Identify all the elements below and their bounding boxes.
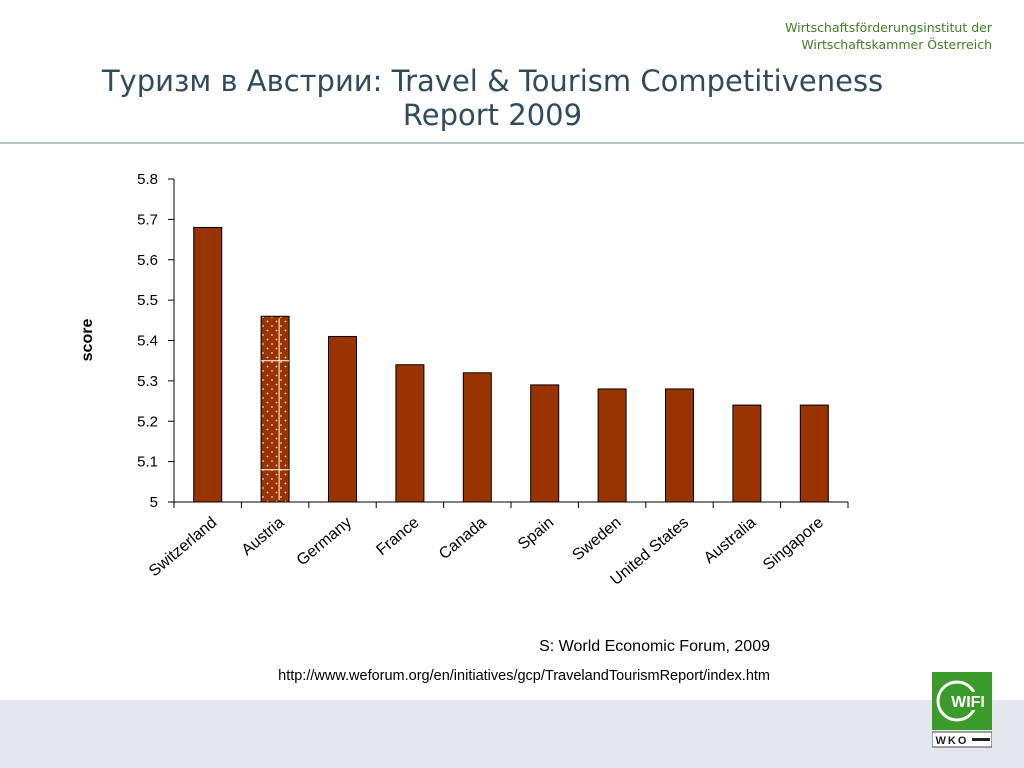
x-tick-label: France [373, 514, 422, 559]
organization-name-line1: Wirtschaftsförderungsinstitut der [785, 20, 992, 35]
bar-canada [462, 372, 492, 503]
bar-australia [732, 404, 762, 503]
organization-name-line2: Wirtschaftskammer Österreich [801, 37, 992, 52]
y-tick-label: 5.1 [137, 454, 158, 471]
y-tick-label: 5.5 [137, 292, 158, 309]
y-tick-label: 5.3 [137, 373, 158, 390]
bar-switzerland [193, 226, 223, 503]
y-axis: 5 5.1 5.2 5.3 5.4 5.5 5.6 5.7 5.8 [137, 171, 175, 511]
y-tick-label: 5.8 [137, 171, 158, 188]
logo-subtext: WKO [936, 735, 969, 747]
x-tick-label: Spain [515, 514, 557, 553]
bar-united-states [665, 388, 694, 503]
y-tick-label: 5 [150, 494, 158, 511]
bars [193, 226, 829, 503]
page-title: Туризм в Австрии: Travel & Tourism Compe… [40, 64, 945, 132]
bar-sweden [597, 388, 627, 503]
wifi-logo: WIFI WKO [932, 672, 992, 748]
y-tick-label: 5.7 [137, 211, 158, 228]
x-tick-label: Singapore [760, 514, 827, 574]
page-title-line1: Туризм в Австрии: Travel & Tourism Compe… [101, 64, 884, 98]
x-tick-label: Australia [701, 514, 760, 567]
x-tick-label: Canada [436, 514, 490, 563]
x-tick-label: Germany [294, 514, 355, 569]
bar-austria [260, 315, 290, 503]
bar-germany [328, 335, 357, 503]
organization-name: Wirtschaftsförderungsinstitut der Wirtsc… [785, 19, 992, 53]
source-note: S: World Economic Forum, 2009 [539, 638, 770, 655]
source-link[interactable]: http://www.weforum.org/en/initiatives/gc… [278, 668, 770, 684]
bar-france [395, 364, 425, 503]
x-tick-label: Austria [239, 514, 288, 559]
y-tick-label: 5.6 [137, 252, 158, 269]
y-axis-label: score [79, 319, 96, 362]
bar-spain [530, 384, 560, 503]
footer-band [0, 700, 1024, 768]
x-axis: Switzerland Austria Germany France Canada Spa… [146, 501, 849, 589]
page-title-line2: Report 2009 [402, 98, 583, 132]
logo-text: WIFI [951, 694, 985, 711]
title-divider [0, 142, 1024, 144]
y-tick-label: 5.4 [137, 333, 158, 350]
bar-singapore [799, 404, 829, 503]
y-tick-label: 5.2 [137, 413, 158, 430]
bar-chart: 5 5.1 5.2 5.3 5.4 5.5 5.6 5.7 5.8 Switzerland Aus… [79, 171, 849, 589]
x-tick-label: Sweden [569, 514, 624, 564]
x-tick-label: Switzerland [146, 514, 220, 580]
